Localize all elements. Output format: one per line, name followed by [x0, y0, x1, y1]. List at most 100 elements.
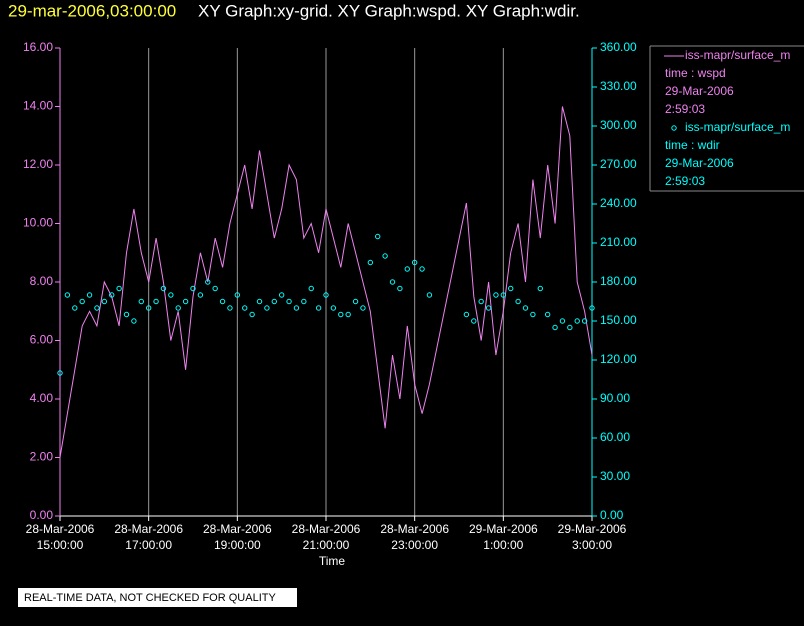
scatter-point	[145, 305, 152, 311]
x-tick-label: 23:00:00	[391, 538, 438, 552]
scatter-point	[94, 305, 100, 311]
x-tick-label: 29-Mar-2006	[469, 522, 538, 536]
scatter-point	[242, 305, 248, 311]
scatter-point	[360, 305, 366, 311]
x-tick-label: 28-Mar-2006	[26, 522, 95, 536]
scatter-point	[72, 305, 78, 311]
legend-label: iss-mapr/surface_m	[685, 120, 790, 134]
x-tick-label: 28-Mar-2006	[292, 522, 361, 536]
scatter-point	[404, 266, 410, 272]
scatter-point	[168, 292, 174, 298]
scatter-point	[123, 311, 130, 318]
scatter-point	[426, 292, 433, 298]
scatter-point	[552, 324, 558, 331]
y-tick-label: 2.00	[30, 450, 54, 464]
scatter-point	[544, 311, 551, 318]
scatter-point	[500, 292, 507, 298]
y-tick-label: 4.00	[30, 391, 54, 405]
y2-tick-label: 240.00	[600, 196, 637, 210]
x-axis-label: Time	[319, 554, 346, 568]
scatter-point	[367, 259, 374, 266]
scatter-point	[382, 253, 388, 259]
scatter-point	[271, 298, 277, 305]
scatter-point	[411, 259, 418, 266]
scatter-point	[101, 298, 108, 305]
legend-detail: 29-Mar-2006	[665, 156, 734, 170]
scatter-point	[478, 298, 484, 305]
y-tick-label: 0.00	[30, 508, 54, 522]
scatter-point	[508, 285, 514, 292]
scatter-point	[345, 311, 351, 318]
scatter-point	[249, 311, 255, 318]
y-tick-label: 14.00	[23, 99, 53, 113]
x-tick-label: 15:00:00	[37, 538, 84, 552]
scatter-point	[537, 285, 543, 292]
scatter-point	[219, 298, 226, 305]
scatter-point	[530, 311, 536, 318]
scatter-point	[278, 292, 285, 298]
scatter-point	[574, 318, 580, 324]
scatter-point	[234, 292, 241, 298]
scatter-point	[160, 285, 167, 292]
legend-label: iss-mapr/surface_m	[685, 48, 790, 62]
y2-tick-label: 90.00	[600, 391, 630, 405]
y2-tick-label: 60.00	[600, 430, 630, 444]
scatter-point	[589, 305, 595, 311]
y2-tick-label: 300.00	[600, 118, 637, 132]
scatter-point	[256, 298, 263, 305]
scatter-point	[227, 305, 233, 311]
scatter-point	[522, 305, 529, 311]
y2-tick-label: 0.00	[600, 508, 624, 522]
legend-swatch	[671, 125, 677, 131]
scatter-point	[315, 305, 322, 311]
y2-tick-label: 330.00	[600, 79, 637, 93]
scatter-point	[57, 370, 63, 376]
x-tick-label: 21:00:00	[303, 538, 350, 552]
scatter-point	[131, 318, 137, 324]
legend-detail: 29-Mar-2006	[665, 84, 734, 98]
scatter-point	[86, 292, 93, 298]
scatter-point	[205, 279, 211, 285]
scatter-point	[330, 305, 337, 311]
scatter-point	[197, 292, 204, 298]
scatter-point	[485, 305, 492, 311]
scatter-point	[190, 285, 196, 292]
x-tick-label: 28-Mar-2006	[203, 522, 272, 536]
scatter-point	[116, 285, 122, 292]
scatter-point	[471, 318, 477, 324]
scatter-point	[493, 292, 499, 298]
scatter-point	[323, 292, 329, 298]
x-tick-label: 3:00:00	[572, 538, 612, 552]
scatter-point	[338, 311, 344, 318]
legend-detail: time : wdir	[665, 138, 720, 152]
scatter-point	[153, 298, 159, 305]
x-tick-label: 1:00:00	[483, 538, 523, 552]
y2-tick-label: 180.00	[600, 274, 637, 288]
scatter-point	[397, 285, 403, 292]
scatter-point	[138, 298, 144, 305]
y2-tick-label: 210.00	[600, 235, 637, 249]
scatter-point	[293, 305, 300, 311]
y-tick-label: 12.00	[23, 157, 53, 171]
note: REAL-TIME DATA, NOT CHECKED FOR QUALITY	[24, 592, 276, 604]
y2-tick-label: 120.00	[600, 352, 637, 366]
scatter-point	[182, 298, 189, 305]
scatter-point	[567, 324, 573, 331]
x-tick-label: 29-Mar-2006	[558, 522, 627, 536]
scatter-point	[79, 298, 85, 305]
y-tick-label: 10.00	[23, 216, 53, 230]
note-box	[18, 588, 297, 607]
scatter-point	[559, 318, 566, 324]
y2-tick-label: 30.00	[600, 469, 630, 483]
scatter-point	[109, 292, 115, 298]
scatter-point	[64, 292, 71, 298]
scatter-point	[375, 233, 381, 240]
scatter-point	[389, 279, 396, 285]
line-series	[59, 106, 593, 458]
scatter-point	[308, 285, 314, 292]
scatter-point	[463, 311, 470, 318]
scatter-point	[301, 298, 307, 305]
